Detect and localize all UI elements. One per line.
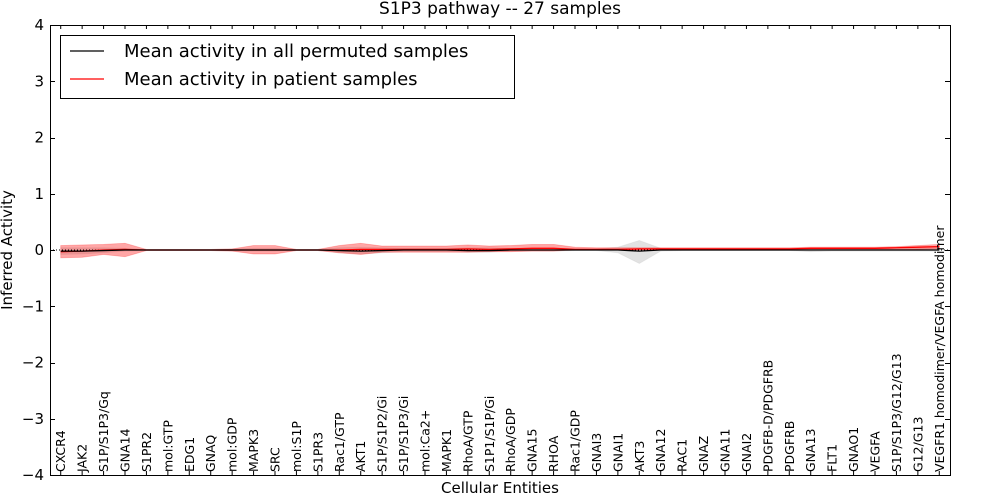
- x-category-label: S1P/S1P3/Gq: [96, 391, 111, 472]
- x-category-label: VEGFA: [868, 431, 883, 472]
- x-category-label: mol:S1P: [289, 421, 304, 472]
- band-permuted: [60, 240, 940, 264]
- x-category-label: MAPK1: [439, 429, 454, 472]
- x-category-label: GNAZ: [696, 436, 711, 472]
- x-category-label: S1P1/S1P/Gi: [482, 396, 497, 472]
- x-category-label: SRC: [268, 447, 283, 472]
- x-category-label: PDGFB-D/PDGFRB: [760, 360, 775, 472]
- x-category-label: RhoA/GTP: [460, 410, 475, 472]
- x-category-label: mol:Ca2+: [418, 410, 433, 472]
- x-category-label: S1P/S1P3/G12/G13: [889, 353, 904, 472]
- x-category-label: GNAI2: [739, 433, 754, 472]
- x-category-label: CXCR4: [53, 430, 68, 472]
- x-category-label: GNA11: [718, 429, 733, 473]
- x-category-label: GNAO1: [846, 427, 861, 472]
- x-category-label: MAPK3: [246, 429, 261, 472]
- x-category-label: VEGFR1 homodimer/VEGFA homodimer: [932, 225, 947, 472]
- y-tick-label: 4: [34, 16, 44, 34]
- legend-label-permuted: Mean activity in all permuted samples: [124, 41, 468, 62]
- x-category-label: RHOA: [546, 435, 561, 472]
- y-tick-label: 3: [34, 72, 44, 90]
- x-category-label: FLT1: [825, 444, 840, 472]
- x-category-label: G12/G13: [910, 417, 925, 472]
- legend: Mean activity in all permuted samples Me…: [60, 35, 515, 99]
- x-category-label: S1PR2: [139, 432, 154, 472]
- x-category-label: S1P/S1P3/Gi: [396, 396, 411, 472]
- y-axis-label: Inferred Activity: [0, 190, 16, 310]
- y-tick-label: −2: [22, 354, 44, 372]
- x-category-label: mol:GTP: [160, 420, 175, 472]
- x-category-label: EDG1: [182, 437, 197, 472]
- x-category-label: PDGFRB: [782, 421, 797, 472]
- x-category-label: Rac1/GDP: [568, 410, 583, 472]
- x-category-label: GNA13: [803, 429, 818, 473]
- x-category-label: AKT3: [632, 441, 647, 472]
- x-axis-label: Cellular Entities: [441, 479, 559, 497]
- x-category-label: S1P/S1P2/Gi: [375, 396, 390, 472]
- line-permuted: [60, 249, 940, 252]
- series-lines: [50, 245, 950, 253]
- x-category-label: Rac1/GTP: [332, 412, 347, 472]
- y-tick-label: 0: [34, 241, 44, 259]
- y-tick-label: −3: [22, 410, 44, 428]
- legend-label-patient: Mean activity in patient samples: [124, 69, 418, 90]
- y-tick-label: −4: [22, 466, 44, 484]
- x-category-label: GNA14: [118, 428, 133, 472]
- x-axis-categories: CXCR4 JAK2 S1P/S1P3/Gq GNA14 S1PR2 mol:GTP EDG…: [53, 25, 947, 475]
- x-category-label: S1PR3: [310, 432, 325, 472]
- x-category-label: JAK2: [75, 444, 90, 473]
- x-category-label: RAC1: [675, 439, 690, 472]
- plot-frame: [50, 25, 951, 476]
- legend-box: [60, 35, 515, 99]
- x-category-label: GNAQ: [203, 435, 218, 472]
- y-tick-label: 1: [34, 185, 44, 203]
- x-category-label: GNAI3: [589, 433, 604, 472]
- x-category-label: GNA12: [653, 429, 668, 473]
- confidence-bands: [60, 240, 940, 264]
- x-category-label: GNAI1: [610, 433, 625, 472]
- x-category-label: GNA15: [525, 429, 540, 473]
- x-category-label: AKT1: [353, 441, 368, 472]
- x-category-label: mol:GDP: [225, 417, 240, 472]
- chart-title: S1P3 pathway -- 27 samples: [379, 0, 621, 19]
- y-tick-label: 2: [34, 129, 44, 147]
- x-category-label: RhoA/GDP: [503, 408, 518, 472]
- y-tick-label: −1: [22, 297, 44, 315]
